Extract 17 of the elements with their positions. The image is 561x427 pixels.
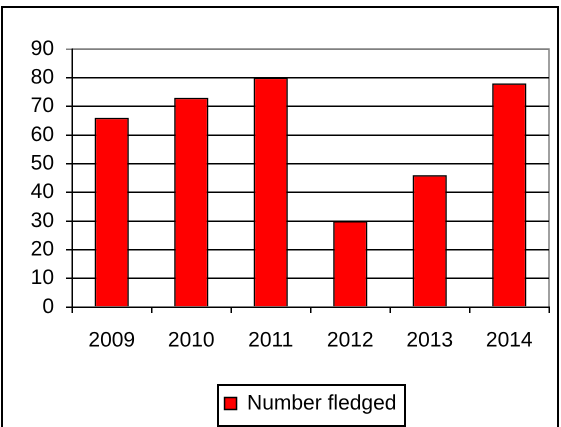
y-tick-label: 80 [30, 65, 54, 88]
y-tick-label: 70 [30, 94, 54, 118]
y-tick-label: 0 [42, 294, 54, 318]
x-tick-label: 2009 [88, 328, 136, 352]
y-tick-label: 30 [30, 208, 54, 232]
x-tick-label: 2012 [326, 328, 374, 352]
x-tick-label: 2011 [248, 328, 294, 352]
y-tick-label: 40 [30, 180, 54, 204]
y-tick-label: 20 [30, 237, 54, 260]
y-tick-label: 10 [30, 266, 54, 290]
y-tick-label: 50 [30, 151, 54, 174]
x-tick-label: 2013 [406, 328, 454, 352]
x-tick-label: 2014 [486, 328, 533, 352]
x-tick-label: 2010 [168, 328, 215, 352]
legend-label: Number fledged [247, 391, 396, 414]
y-tick-label: 90 [30, 36, 54, 60]
y-tick-label: 60 [30, 122, 54, 146]
